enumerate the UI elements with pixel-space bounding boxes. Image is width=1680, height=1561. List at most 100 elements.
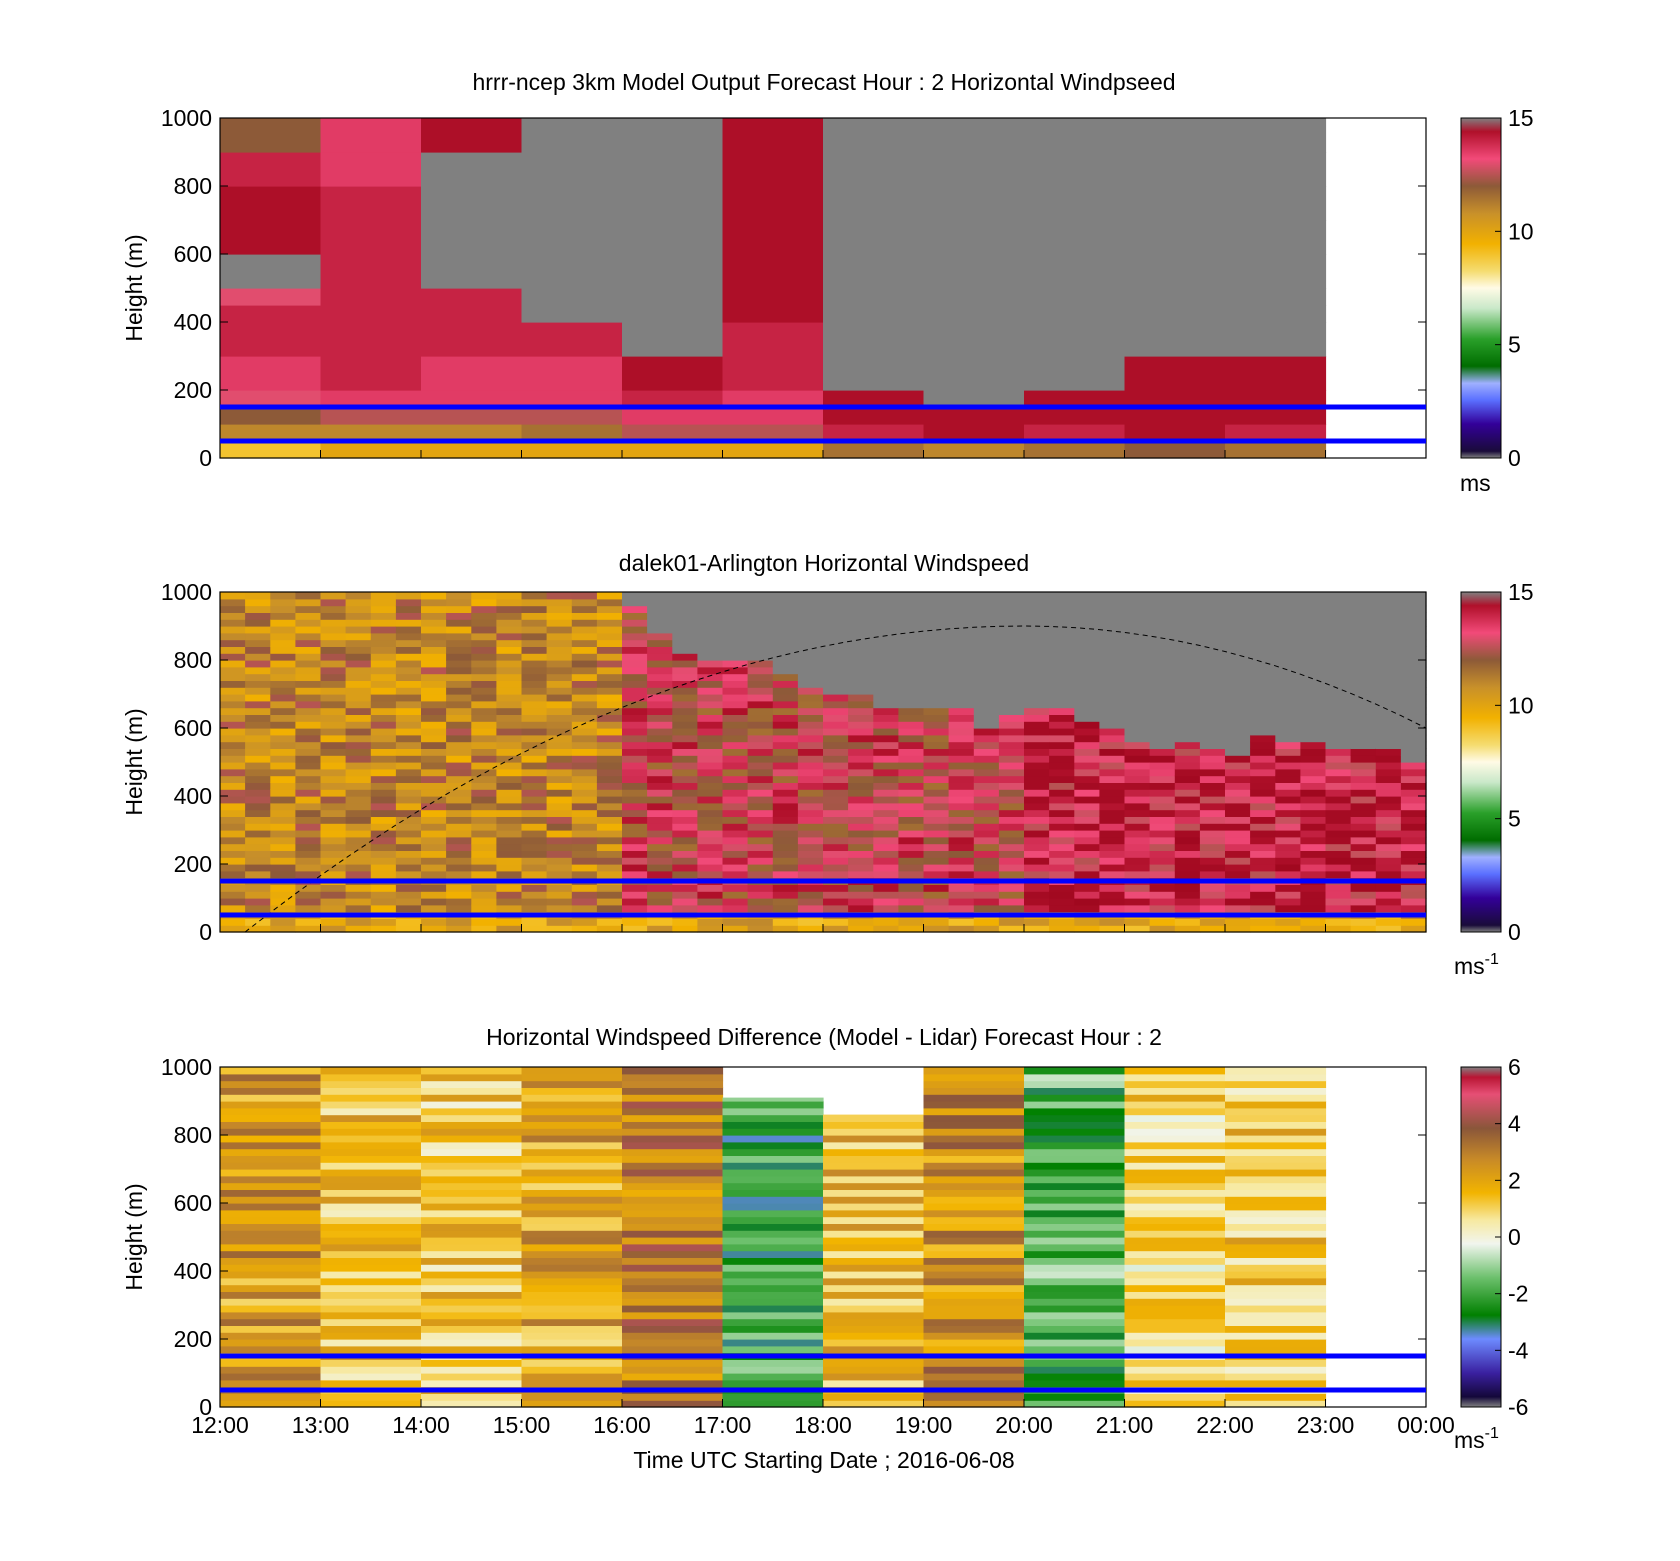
- heatmap-cell: [1375, 639, 1402, 647]
- heatmap-cell: [471, 694, 497, 702]
- heatmap-cell: [1375, 904, 1402, 913]
- heatmap-cell: [521, 288, 623, 306]
- heatmap-cell: [596, 680, 623, 688]
- heatmap-cell: [998, 775, 1025, 783]
- heatmap-cell: [1199, 823, 1226, 831]
- heatmap-cell: [546, 843, 573, 851]
- heatmap-cell: [622, 728, 648, 736]
- heatmap-cell: [848, 884, 874, 892]
- heatmap-cell: [546, 632, 573, 641]
- heatmap-cell: [345, 904, 372, 913]
- heatmap-cell: [596, 666, 623, 675]
- heatmap-cell: [823, 802, 849, 811]
- heatmap-cell: [823, 305, 925, 323]
- heatmap-cell: [1049, 666, 1075, 675]
- heatmap-cell: [471, 598, 497, 607]
- heatmap-cell: [496, 884, 523, 892]
- heatmap-cell: [1074, 700, 1100, 709]
- heatmap-cell: [1225, 1216, 1327, 1224]
- heatmap-cell: [848, 802, 874, 811]
- heatmap-cell: [1400, 707, 1427, 715]
- heatmap-cell: [521, 632, 548, 641]
- heatmap-cell: [571, 680, 598, 688]
- heatmap-cell: [295, 816, 322, 824]
- heatmap-cell: [471, 666, 497, 675]
- heatmap-cell: [446, 619, 472, 627]
- heatmap-cell: [1099, 857, 1126, 865]
- heatmap-cell: [1024, 707, 1050, 715]
- heatmap-cell: [747, 626, 774, 634]
- heatmap-cell: [923, 1318, 1025, 1326]
- heatmap-cell: [1199, 802, 1226, 811]
- heatmap-cell: [395, 714, 422, 722]
- heatmap-cell: [923, 1080, 1025, 1088]
- heatmap-cell: [1024, 898, 1050, 906]
- heatmap-cell: [823, 1305, 925, 1313]
- heatmap-cell: [823, 407, 925, 425]
- heatmap-cell: [823, 1311, 925, 1320]
- heatmap-cell: [823, 598, 849, 607]
- heatmap-cell: [245, 918, 271, 926]
- heatmap-cell: [345, 721, 372, 729]
- heatmap-cell: [220, 843, 246, 851]
- heatmap-cell: [421, 1203, 523, 1211]
- heatmap-cell: [1275, 626, 1301, 634]
- heatmap-cell: [320, 1121, 422, 1129]
- heatmap-cell: [848, 612, 874, 620]
- heatmap-cell: [370, 694, 397, 702]
- heatmap-cell: [1074, 816, 1100, 824]
- x-tick-label: 19:00: [895, 1412, 953, 1438]
- heatmap-cell: [1124, 748, 1151, 756]
- heatmap-cell: [320, 816, 347, 824]
- heatmap-cell: [823, 680, 849, 688]
- heatmap-cell: [1375, 605, 1402, 613]
- heatmap-cell: [1250, 789, 1276, 797]
- heatmap-cell: [823, 918, 849, 926]
- heatmap-cell: [923, 1298, 1025, 1306]
- heatmap-cell: [220, 305, 322, 323]
- heatmap-cell: [546, 789, 573, 797]
- heatmap-cell: [1049, 626, 1075, 634]
- heatmap-cell: [647, 782, 673, 790]
- heatmap-cell: [1049, 918, 1075, 926]
- heatmap-cell: [1225, 1107, 1327, 1116]
- heatmap-cell: [722, 322, 824, 357]
- heatmap-cell: [1325, 904, 1352, 913]
- heatmap-cell: [471, 632, 497, 641]
- heatmap-cell: [1275, 904, 1301, 913]
- heatmap-cell: [1124, 424, 1226, 442]
- heatmap-cell: [923, 619, 950, 627]
- heatmap-cell: [395, 755, 422, 763]
- heatmap-cell: [220, 1094, 322, 1102]
- heatmap-cell: [622, 322, 724, 357]
- heatmap-cell: [270, 823, 296, 831]
- heatmap-cell: [1250, 660, 1276, 668]
- heatmap-cell: [998, 884, 1025, 892]
- heatmap-cell: [571, 619, 598, 627]
- heatmap-cell: [898, 775, 925, 783]
- panel-difference: Horizontal Windspeed Difference (Model -…: [121, 1024, 1529, 1473]
- heatmap-cell: [1400, 891, 1427, 899]
- heatmap-cell: [797, 823, 824, 831]
- heatmap-cell: [320, 666, 347, 675]
- heatmap-cell: [1350, 741, 1377, 749]
- heatmap-cell: [973, 741, 1000, 749]
- heatmap-cell: [973, 598, 1000, 607]
- heatmap-cell: [672, 755, 698, 763]
- heatmap-cell: [1375, 850, 1402, 858]
- heatmap-cell: [622, 605, 648, 613]
- heatmap-cell: [722, 1107, 824, 1116]
- heatmap-cell: [421, 775, 447, 783]
- heatmap-cell: [797, 707, 824, 715]
- heatmap-cell: [1400, 714, 1427, 722]
- heatmap-cell: [571, 816, 598, 824]
- heatmap-cell: [1275, 660, 1301, 668]
- heatmap-cell: [797, 816, 824, 824]
- heatmap-cell: [370, 918, 397, 926]
- heatmap-cell: [421, 870, 447, 879]
- heatmap-cell: [1024, 762, 1050, 770]
- heatmap-cell: [1149, 714, 1176, 722]
- heatmap-cell: [220, 1400, 322, 1408]
- heatmap-cell: [245, 796, 271, 804]
- heatmap-cell: [873, 843, 899, 851]
